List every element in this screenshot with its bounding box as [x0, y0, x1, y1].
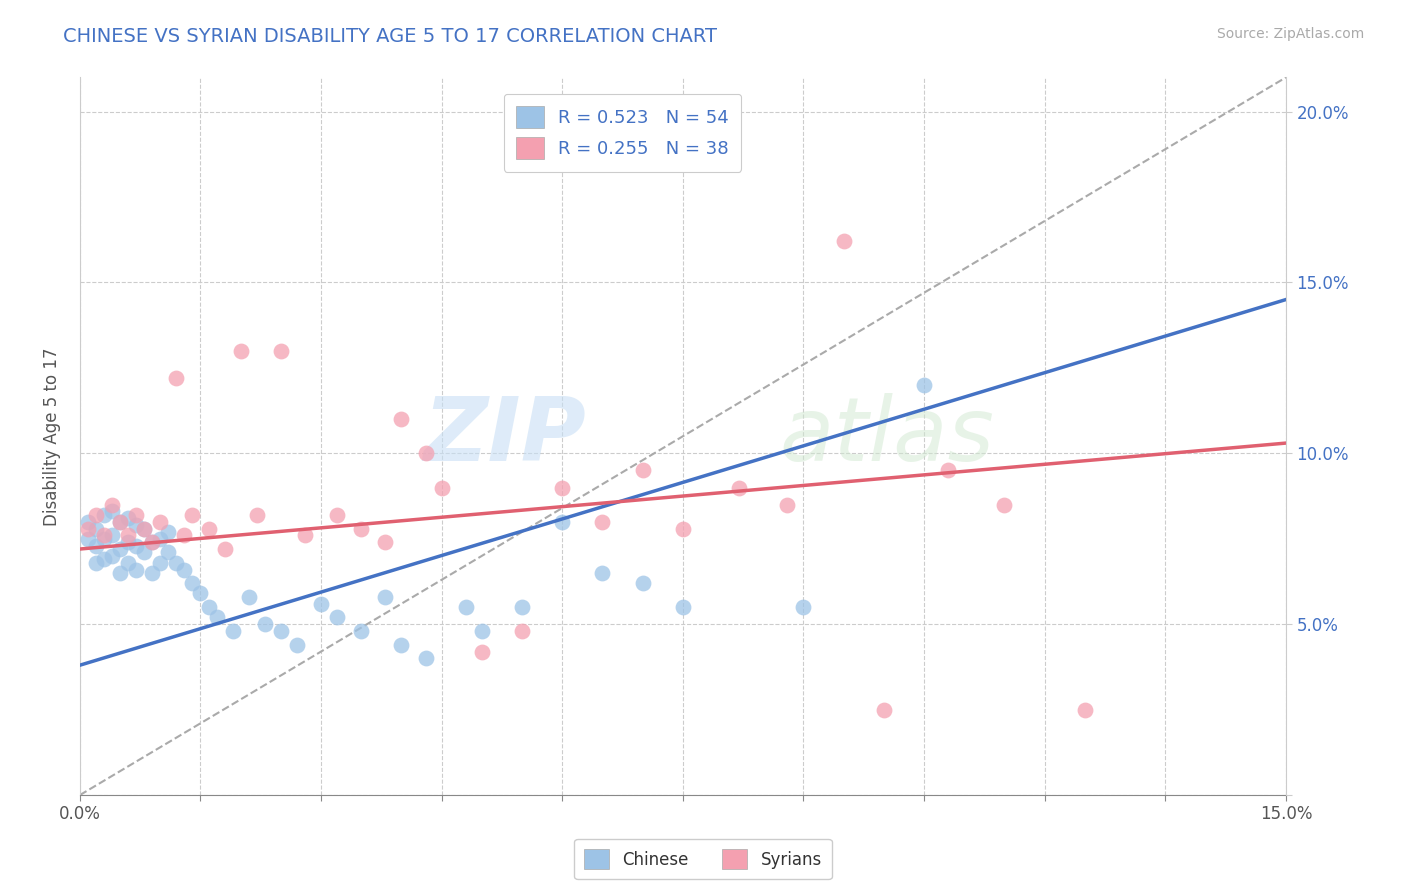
- Point: [101, 504, 124, 518]
- Text: ZIP: ZIP: [423, 392, 586, 480]
- Point: [125, 518, 148, 533]
- Point: [631, 463, 654, 477]
- Point: [173, 528, 195, 542]
- Point: [134, 545, 156, 559]
- Point: [238, 590, 260, 604]
- Point: [93, 532, 115, 546]
- Point: [190, 586, 212, 600]
- Point: [84, 522, 107, 536]
- Point: [631, 576, 654, 591]
- Text: Source: ZipAtlas.com: Source: ZipAtlas.com: [1216, 27, 1364, 41]
- Point: [246, 508, 269, 522]
- Y-axis label: Disability Age 5 to 17: Disability Age 5 to 17: [44, 347, 60, 525]
- Point: [374, 535, 396, 549]
- Point: [415, 651, 437, 665]
- Point: [551, 515, 574, 529]
- Point: [326, 610, 349, 624]
- Point: [510, 624, 533, 638]
- Point: [181, 576, 204, 591]
- Point: [149, 556, 172, 570]
- Point: [391, 638, 413, 652]
- Point: [149, 532, 172, 546]
- Point: [350, 522, 373, 536]
- Point: [117, 511, 139, 525]
- Point: [229, 343, 252, 358]
- Point: [374, 590, 396, 604]
- Point: [108, 566, 131, 580]
- Point: [134, 522, 156, 536]
- Point: [326, 508, 349, 522]
- Point: [912, 378, 935, 392]
- Point: [391, 412, 413, 426]
- Point: [832, 235, 855, 249]
- Point: [125, 562, 148, 576]
- Point: [197, 600, 219, 615]
- Point: [125, 539, 148, 553]
- Point: [117, 528, 139, 542]
- Point: [141, 566, 163, 580]
- Point: [84, 508, 107, 522]
- Point: [165, 556, 187, 570]
- Legend: Chinese, Syrians: Chinese, Syrians: [574, 838, 832, 880]
- Point: [285, 638, 308, 652]
- Point: [117, 556, 139, 570]
- Point: [165, 371, 187, 385]
- Point: [294, 528, 316, 542]
- Point: [93, 528, 115, 542]
- Point: [592, 566, 614, 580]
- Point: [551, 481, 574, 495]
- Point: [117, 535, 139, 549]
- Point: [149, 515, 172, 529]
- Point: [936, 463, 959, 477]
- Point: [77, 522, 100, 536]
- Point: [101, 549, 124, 563]
- Point: [672, 522, 695, 536]
- Point: [93, 552, 115, 566]
- Legend: R = 0.523   N = 54, R = 0.255   N = 38: R = 0.523 N = 54, R = 0.255 N = 38: [503, 94, 741, 172]
- Point: [101, 498, 124, 512]
- Point: [205, 610, 228, 624]
- Point: [84, 539, 107, 553]
- Point: [350, 624, 373, 638]
- Point: [77, 532, 100, 546]
- Point: [77, 515, 100, 529]
- Point: [454, 600, 477, 615]
- Point: [141, 535, 163, 549]
- Point: [141, 535, 163, 549]
- Point: [415, 446, 437, 460]
- Point: [510, 600, 533, 615]
- Text: CHINESE VS SYRIAN DISABILITY AGE 5 TO 17 CORRELATION CHART: CHINESE VS SYRIAN DISABILITY AGE 5 TO 17…: [63, 27, 717, 45]
- Point: [125, 508, 148, 522]
- Point: [134, 522, 156, 536]
- Point: [108, 515, 131, 529]
- Point: [993, 498, 1015, 512]
- Point: [430, 481, 453, 495]
- Point: [157, 524, 180, 539]
- Point: [93, 508, 115, 522]
- Point: [776, 498, 799, 512]
- Point: [181, 508, 204, 522]
- Point: [1074, 703, 1097, 717]
- Point: [221, 624, 243, 638]
- Point: [728, 481, 751, 495]
- Point: [84, 556, 107, 570]
- Point: [108, 515, 131, 529]
- Point: [471, 644, 494, 658]
- Point: [173, 562, 195, 576]
- Point: [592, 515, 614, 529]
- Point: [270, 343, 292, 358]
- Point: [197, 522, 219, 536]
- Point: [309, 597, 332, 611]
- Point: [672, 600, 695, 615]
- Point: [471, 624, 494, 638]
- Point: [873, 703, 896, 717]
- Point: [101, 528, 124, 542]
- Point: [157, 545, 180, 559]
- Point: [253, 617, 276, 632]
- Text: atlas: atlas: [779, 393, 994, 479]
- Point: [270, 624, 292, 638]
- Point: [214, 541, 236, 556]
- Point: [792, 600, 814, 615]
- Point: [108, 541, 131, 556]
